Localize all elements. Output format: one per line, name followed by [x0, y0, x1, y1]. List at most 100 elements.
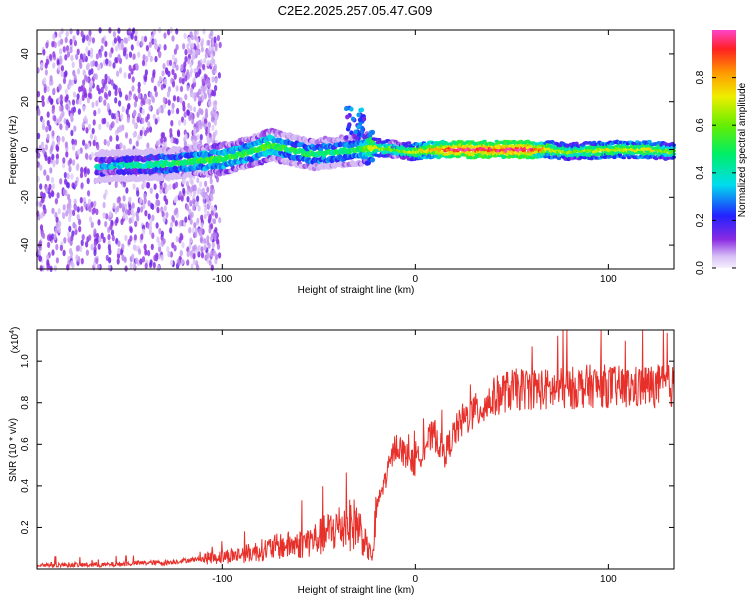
spectrogram-cell	[158, 106, 162, 114]
spectrogram-cell	[208, 227, 212, 234]
spectrogram-cell	[120, 218, 124, 225]
spectrogram-cell	[69, 250, 74, 258]
spectrogram-cell	[148, 41, 152, 48]
spectrogram-cell	[76, 213, 80, 221]
spectrogram-cell	[52, 87, 56, 95]
spectrogram-cell	[171, 63, 175, 70]
spectrogram-cell	[197, 187, 201, 194]
spectrogram-cell	[148, 105, 152, 112]
spectrogram-cell	[190, 263, 194, 270]
spectrogram-cell	[179, 219, 183, 227]
spectrogram-cell	[59, 99, 64, 106]
spectrogram-cell	[141, 117, 145, 125]
spectrogram-cell	[122, 195, 126, 202]
y-tick-label: 0.4	[20, 478, 31, 492]
spectrogram-cell	[173, 196, 177, 203]
spectrogram-cell	[60, 112, 64, 120]
spectrogram-cell	[102, 236, 106, 244]
spectrogram-cell	[191, 227, 195, 234]
spectrogram-cell	[181, 241, 185, 249]
spectrogram-cell	[65, 124, 69, 131]
spectrogram-cell	[42, 49, 46, 56]
y-tick-label: 20	[20, 96, 31, 108]
spectrogram-cell	[198, 68, 202, 75]
spectrogram-cell	[86, 97, 90, 104]
y-tick-label: -20	[20, 190, 31, 205]
spectrogram-cell	[189, 212, 193, 219]
spectrogram-cell	[189, 87, 194, 94]
spectrogram-cell	[87, 50, 91, 57]
spectrogram-cell	[132, 27, 136, 34]
spectrogram-cell	[155, 222, 159, 229]
spectrogram-cell	[153, 183, 157, 190]
spectrogram-cell	[136, 190, 140, 197]
spectrogram-cell	[51, 41, 55, 48]
spectrogram-cell	[186, 259, 190, 266]
spectrogram-cell	[118, 67, 123, 74]
spectrogram-cell	[206, 235, 210, 242]
spectrogram-cell	[93, 109, 97, 117]
spectrogram-cell	[60, 105, 64, 113]
spectrogram-cell	[137, 206, 141, 214]
snr-series-line	[36, 329, 675, 569]
spectrogram-cell	[95, 53, 99, 60]
spectrogram-cell	[52, 62, 56, 69]
spectrogram-cell	[108, 60, 112, 67]
spectrogram-cell	[199, 134, 203, 141]
spectrogram-cell	[97, 63, 101, 70]
spectrogram-cell	[75, 53, 79, 60]
spectrogram-cell	[132, 262, 136, 269]
spectrogram-cell	[109, 135, 113, 142]
spectrogram-cell	[102, 201, 106, 209]
spectrogram-cell	[200, 252, 205, 259]
spectrogram-cell	[147, 213, 151, 220]
spectrogram-cell	[136, 215, 140, 222]
spectrogram-cell	[57, 208, 61, 215]
spectrogram-cell	[143, 181, 147, 188]
spectrogram-cell	[103, 91, 108, 99]
spectrogram-cell	[52, 51, 56, 58]
spectrogram-cell	[91, 37, 95, 44]
spectrogram-cell	[72, 209, 76, 216]
spectrogram-cell	[55, 158, 59, 165]
spectrogram-cell	[173, 245, 177, 252]
spectrogram-cell	[149, 55, 153, 63]
spectrogram-cell	[134, 34, 138, 42]
spectrogram-cell	[56, 192, 60, 199]
spectrogram-cell	[117, 240, 121, 247]
spectrogram-cell	[208, 100, 212, 107]
spectrogram-cell	[157, 240, 161, 247]
spectrogram-cell	[62, 212, 66, 220]
spectrogram-cell	[136, 39, 140, 47]
spectrogram-cell	[199, 231, 203, 237]
spectrogram-cell	[178, 190, 182, 198]
spectrogram-cell	[54, 198, 59, 205]
spectrogram-cell	[377, 137, 382, 142]
spectrogram-cell	[70, 234, 74, 242]
spectrogram-cell	[71, 61, 75, 68]
spectrogram-cell	[205, 48, 209, 55]
spectrogram-cell	[132, 131, 136, 138]
spectrogram-cell	[181, 178, 185, 185]
spectrogram-cell	[414, 142, 420, 146]
colorbar-ticks: 0.0 0.2 0.4 0.6 0.8	[695, 70, 736, 275]
spectrogram-cell	[147, 249, 151, 257]
spectrogram-cell	[404, 144, 409, 148]
snr-panel: -100 0 100 0.2 0.4 0.6 0.8 1.0 Height of strai…	[8, 327, 675, 596]
spectrogram-cell	[613, 149, 618, 153]
snr-y-axis-label: SNR (10 * v/v)	[8, 418, 19, 482]
spectrogram-cell	[65, 119, 69, 126]
spectrogram-cell	[104, 51, 108, 58]
y-tick-label: 0.8	[20, 395, 31, 409]
spectrogram-cell	[128, 51, 133, 58]
spectrogram-cell	[87, 190, 91, 197]
spectrogram-cell	[164, 187, 168, 195]
spectrogram-cell	[66, 207, 70, 214]
spectrogram-cell	[121, 203, 125, 210]
spectrogram-cell	[126, 116, 130, 124]
spectrogram-cell	[99, 95, 103, 103]
spectrogram-cell	[102, 212, 106, 219]
spectrogram-cell	[155, 43, 159, 50]
spectrogram-cell	[137, 51, 141, 58]
spectrogram-cell	[213, 207, 217, 214]
